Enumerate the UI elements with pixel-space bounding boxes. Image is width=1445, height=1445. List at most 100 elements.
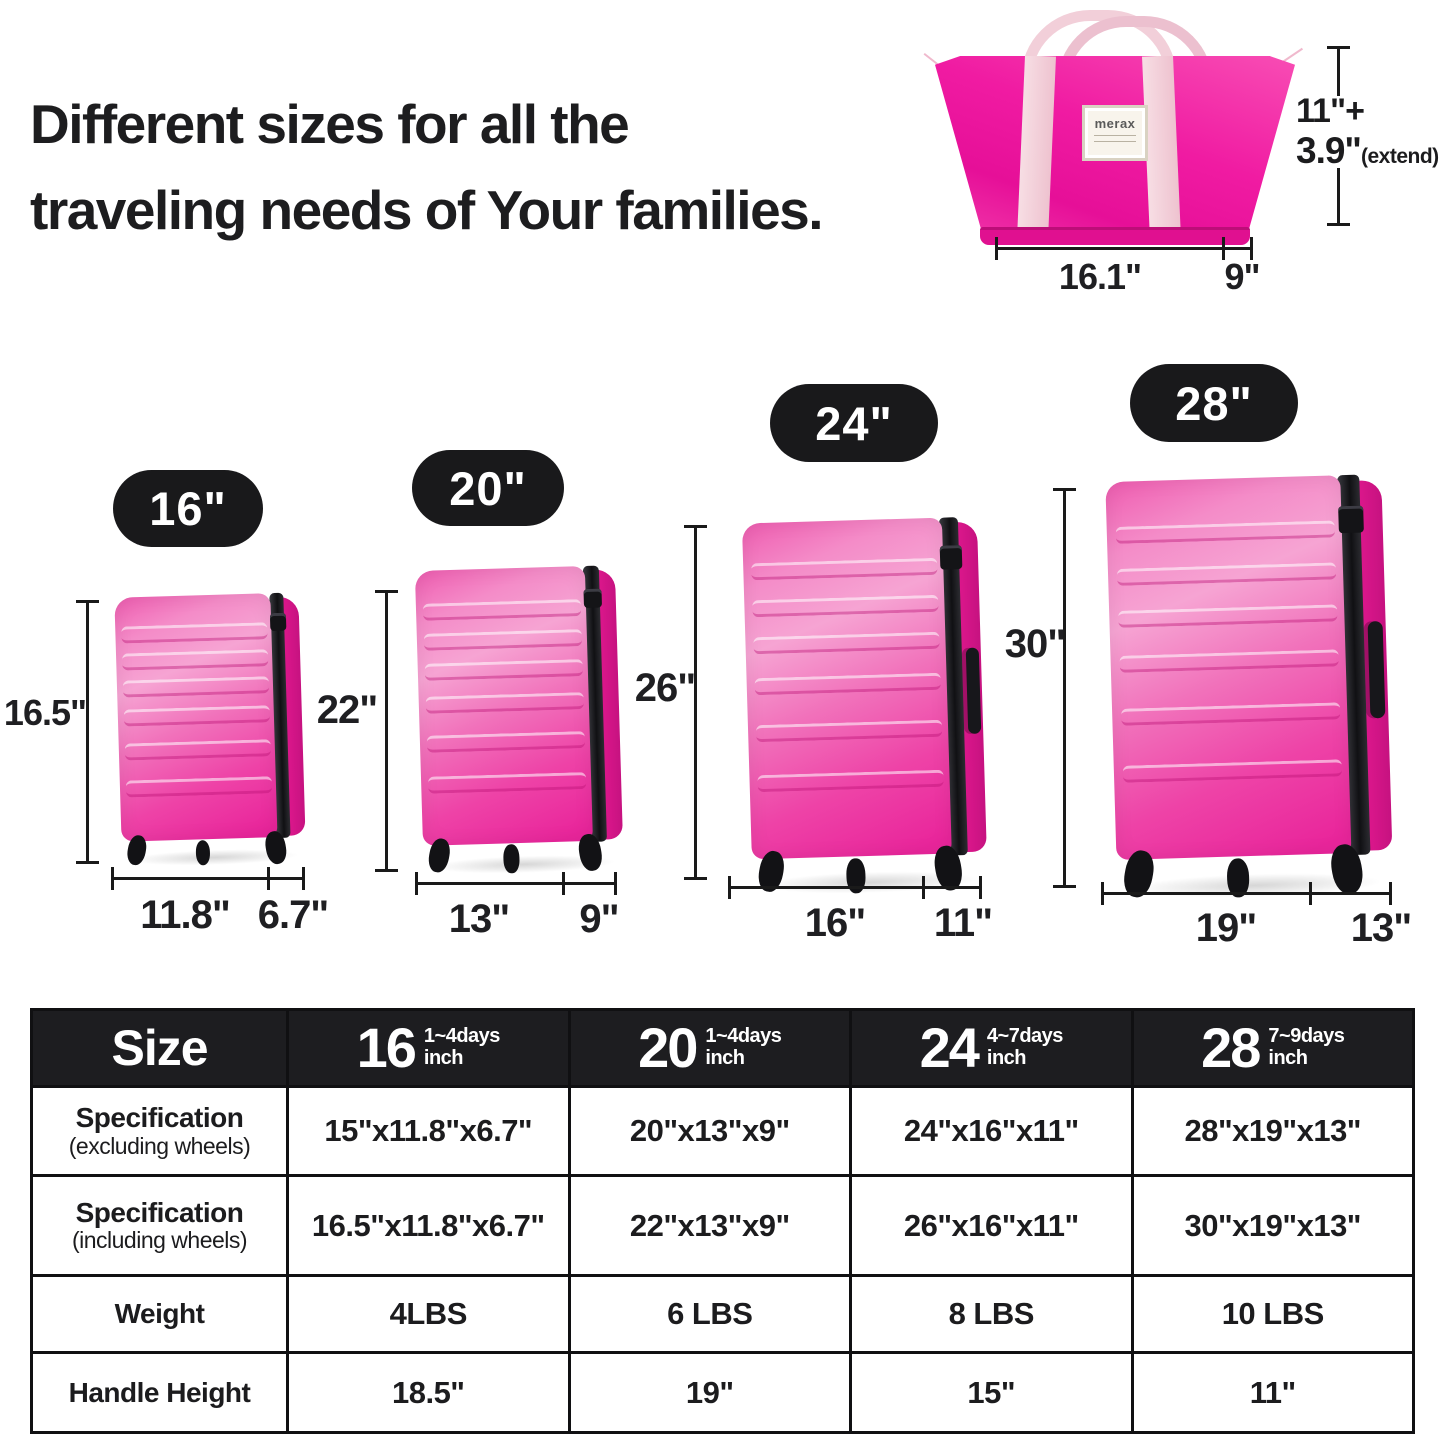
table-cell: 22"x13"x9": [567, 1174, 852, 1277]
height-label-20: 22": [316, 688, 378, 732]
bag-body: merax: [935, 56, 1295, 232]
table-header-size: Size: [30, 1008, 289, 1088]
width-label-24: 16": [804, 901, 866, 945]
row-label: Specification (including wheels): [30, 1174, 289, 1277]
tsa-lock: [269, 612, 287, 631]
unit-label: inch: [1268, 1047, 1308, 1069]
table-cell: 11": [1130, 1351, 1415, 1434]
page-title: Different sizes for all the traveling ne…: [30, 93, 824, 241]
table-header-28: 28 7~9days inch: [1130, 1008, 1415, 1088]
table-header-24: 24 4~7days inch: [849, 1008, 1134, 1088]
bag-depth-label: 9": [1224, 256, 1260, 297]
table-row-spec-excluding: Specification (excluding wheels) 15"x11.…: [30, 1085, 1415, 1177]
dimension-tick: [1309, 882, 1312, 905]
size-number: 20: [638, 1016, 698, 1080]
dimension-tick: [1222, 237, 1225, 260]
table-cell: 19": [567, 1351, 852, 1434]
case-front-shell: [741, 517, 952, 860]
depth-label-20: 9": [579, 897, 619, 941]
suitcase-28-image: [1105, 474, 1393, 899]
table-row-handle-height: Handle Height 18.5" 19" 15" 11": [30, 1351, 1415, 1434]
bag-height-dimension-line: [1327, 46, 1350, 96]
bag-expandable-bottom: [980, 227, 1250, 245]
height-label-24: 26": [634, 666, 696, 710]
table-cell: 15": [849, 1351, 1134, 1434]
width-dimension-line-28: [1101, 882, 1392, 905]
width-label-28: 19": [1195, 906, 1257, 950]
width-label-20: 13": [448, 897, 510, 941]
case-front-shell: [114, 593, 278, 842]
row-label: Specification (excluding wheels): [30, 1085, 289, 1177]
height-label-28: 30": [1004, 622, 1066, 666]
label-line: [1094, 135, 1136, 137]
table-cell: 8 LBS: [849, 1274, 1134, 1354]
table-cell: 26"x16"x11": [849, 1174, 1134, 1277]
table-cell: 28"x19"x13": [1130, 1085, 1415, 1177]
size-number: 28: [1201, 1016, 1261, 1080]
spec-table: Size 16 1~4days inch 20 1~4days inch 24 4~…: [30, 1008, 1415, 1434]
table-cell: 18.5": [286, 1351, 571, 1434]
brand-name: merax: [1094, 116, 1136, 132]
row-label: Handle Height: [30, 1351, 289, 1434]
duffel-bag-image: merax: [923, 10, 1303, 245]
dimension-tick: [267, 867, 270, 890]
brand-label: merax: [1082, 105, 1148, 162]
table-cell: 16.5"x11.8"x6.7": [286, 1174, 571, 1277]
days-range: 4~7days: [986, 1025, 1064, 1048]
height-dimension-line-16: [76, 600, 99, 864]
wheel: [195, 840, 211, 866]
dimension-tick: [562, 872, 565, 895]
days-range: 1~4days: [423, 1025, 501, 1048]
tsa-lock: [583, 588, 603, 609]
width-dimension-line-16: [111, 867, 305, 890]
row-label: Weight: [30, 1274, 289, 1354]
table-cell: 20"x13"x9": [567, 1085, 852, 1177]
height-label-16: 16.5": [3, 692, 87, 733]
size-badge-24: 24": [770, 384, 938, 462]
case-front-shell: [1105, 475, 1352, 861]
depth-label-24: 11": [933, 901, 993, 945]
dimension-tick: [922, 876, 925, 899]
size-number: 24: [919, 1016, 980, 1080]
table-header-20: 20 1~4days inch: [567, 1008, 852, 1088]
case-front-shell: [414, 565, 593, 846]
table-cell: 4LBS: [286, 1274, 571, 1354]
table-row-weight: Weight 4LBS 6 LBS 8 LBS 10 LBS: [30, 1274, 1415, 1354]
wheel: [503, 844, 520, 874]
height-dimension-line-28: [1053, 488, 1076, 888]
table-cell: 6 LBS: [567, 1274, 852, 1354]
depth-label-16: 6.7": [257, 893, 330, 937]
width-dimension-line-24: [728, 876, 982, 899]
size-number: 16: [356, 1016, 417, 1080]
bag-strap: [1017, 56, 1056, 232]
table-cell: 24"x16"x11": [849, 1085, 1134, 1177]
height-dimension-line-20: [375, 590, 398, 872]
size-badge-16: 16": [113, 470, 263, 547]
size-badge-28: 28": [1130, 364, 1298, 442]
suitcase-20-image: [414, 565, 623, 874]
bag-width-dimension-line: [995, 237, 1253, 260]
unit-label: inch: [705, 1047, 745, 1069]
size-badge-20: 20": [412, 450, 564, 526]
table-cell: 30"x19"x13": [1130, 1174, 1415, 1277]
table-row-spec-including: Specification (including wheels) 16.5"x1…: [30, 1174, 1415, 1277]
table-header-row: Size 16 1~4days inch 20 1~4days inch 24 4~…: [30, 1008, 1415, 1088]
side-handle: [965, 647, 981, 735]
bag-extend-note: (extend): [1360, 145, 1439, 168]
bag-height-label: 11"+ 3.9"(extend): [1296, 92, 1439, 171]
tsa-lock: [1337, 505, 1364, 534]
width-dimension-line-20: [415, 872, 617, 895]
days-range: 7~9days: [1268, 1025, 1345, 1048]
side-handle: [1367, 621, 1386, 719]
unit-label: inch: [986, 1047, 1027, 1069]
suitcase-24-image: [741, 517, 987, 894]
unit-label: inch: [423, 1047, 464, 1069]
bag-width-label: 16.1": [1058, 256, 1142, 297]
height-dimension-line-24: [684, 525, 707, 880]
label-line: [1094, 141, 1136, 143]
bag-height-dimension-line: [1327, 168, 1350, 226]
table-header-16: 16 1~4days inch: [286, 1008, 571, 1088]
suitcase-16-image: [114, 592, 306, 867]
days-range: 1~4days: [705, 1025, 782, 1048]
